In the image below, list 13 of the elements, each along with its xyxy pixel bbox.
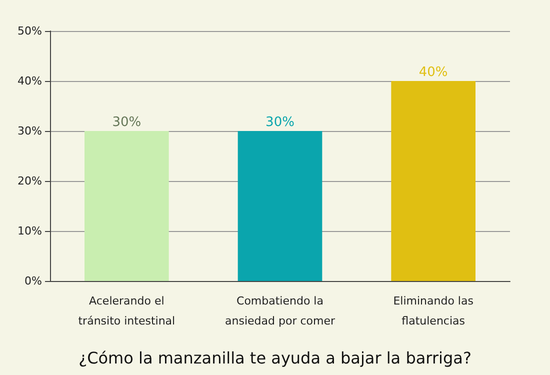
text: ¿Cómo la manzanilla te ayuda a bajar la barriga? xyxy=(78,348,472,368)
y-tick-label: 0% xyxy=(24,274,42,288)
y-tick-label: 50% xyxy=(18,24,42,38)
x-tick-label: Eliminando las flatulencias xyxy=(393,294,474,328)
y-tick-label: 40% xyxy=(18,74,42,88)
x-tick-label: Acelerando el tránsito intestinal xyxy=(78,294,176,328)
x-tick-label: Combatiendo la ansiedad por comer xyxy=(225,294,336,328)
y-tick-label: 10% xyxy=(18,224,42,238)
y-tick-label: 30% xyxy=(18,124,42,138)
data-label: 30% xyxy=(266,115,294,130)
y-tick-label: 20% xyxy=(18,174,42,188)
data-label: 40% xyxy=(418,65,448,80)
data-label: 30% xyxy=(112,115,142,130)
